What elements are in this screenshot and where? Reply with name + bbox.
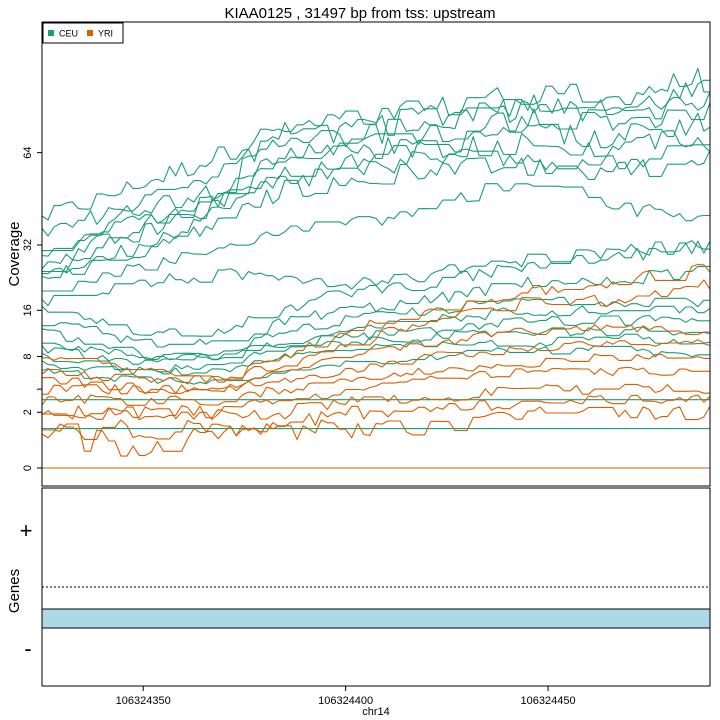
coverage-line-ceu-1 <box>41 67 710 221</box>
genes-axis-title: Genes <box>6 569 23 613</box>
y-tick-label: 8 <box>22 353 34 359</box>
legend-swatch-yri <box>87 30 93 36</box>
genes-panel: + - Genes <box>6 487 711 687</box>
coverage-line-yri-2 <box>41 279 711 385</box>
legend-label-yri: YRI <box>98 29 113 39</box>
y-axis: 0 2 8 16 32 64 <box>22 147 42 471</box>
coverage-line-yri-3 <box>42 324 710 394</box>
coverage-line-ceu-13 <box>41 296 710 361</box>
y-tick-label: 64 <box>22 147 34 159</box>
chart-title: KIAA0125 , 31497 bp from tss: upstream <box>225 5 496 22</box>
legend-swatch-ceu <box>48 30 54 36</box>
x-tick-label: 106324400 <box>318 695 373 707</box>
y-tick-label: 2 <box>22 409 34 415</box>
legend-box <box>42 22 124 44</box>
y-axis-title: Coverage <box>6 221 23 286</box>
y-tick-label: 0 <box>22 465 34 471</box>
gene-feature <box>41 608 711 629</box>
coverage-line-ceu-3 <box>42 91 711 252</box>
coverage-line-ceu-8 <box>41 150 711 279</box>
x-axis: 106324350 106324400 106324450 <box>116 686 576 707</box>
coverage-line-ceu-2 <box>41 79 710 237</box>
minus-strand-label: - <box>24 636 31 661</box>
plus-strand-label: + <box>20 518 33 543</box>
x-axis-title: chr14 <box>362 706 390 718</box>
y-tick-label: 16 <box>22 304 34 316</box>
coverage-line-ceu-7 <box>42 137 711 275</box>
coverage-panel-frame <box>41 21 711 487</box>
coverage-line-yri-8 <box>41 394 711 440</box>
coverage-line-ceu-5 <box>42 112 711 273</box>
coverage-line-ceu-11 <box>41 240 710 337</box>
coverage-panel: 0 2 8 16 32 64 Coverage CEU YRI <box>6 21 711 487</box>
coverage-line-yri-6 <box>42 367 710 421</box>
coverage-line-ceu-17 <box>41 333 711 376</box>
legend-label-ceu: CEU <box>59 29 78 39</box>
coverage-line-ceu-6 <box>41 130 710 270</box>
coverage-line-yri-4 <box>42 339 711 395</box>
coverage-line-ceu-9 <box>42 183 710 292</box>
coverage-line-ceu-14 <box>42 305 711 361</box>
coverage-line-yri-7 <box>41 383 710 421</box>
coverage-line-yri-9 <box>42 406 711 457</box>
coverage-line-ceu-15 <box>41 314 710 365</box>
y-tick-label: 32 <box>22 239 34 251</box>
coverage-lines <box>41 67 711 469</box>
x-tick-label: 106324350 <box>116 695 171 707</box>
coverage-line-yri-5 <box>41 353 710 406</box>
x-tick-label: 106324450 <box>521 695 576 707</box>
coverage-line-yri-1 <box>42 263 711 384</box>
coverage-line-ceu-10 <box>41 240 711 307</box>
legend: CEU YRI <box>42 22 124 44</box>
